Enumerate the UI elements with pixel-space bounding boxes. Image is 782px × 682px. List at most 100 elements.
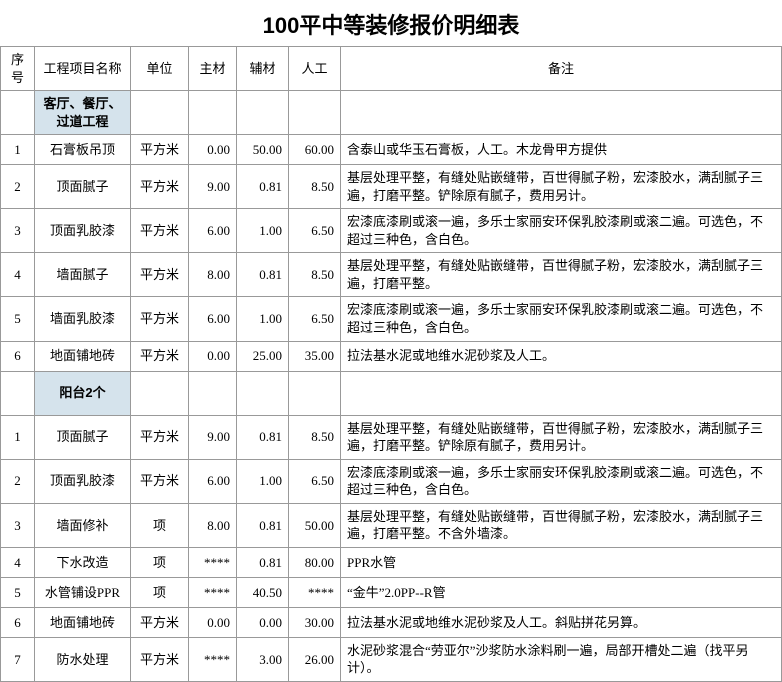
- cell-unit: 平方米: [131, 209, 189, 253]
- page-title: 100平中等装修报价明细表: [0, 0, 782, 46]
- section-blank: [289, 371, 341, 415]
- cell-seq: 7: [1, 637, 35, 681]
- cell-aux: 25.00: [237, 341, 289, 371]
- cell-labor: 35.00: [289, 341, 341, 371]
- cell-name: 石膏板吊顶: [35, 135, 131, 165]
- cell-unit: 项: [131, 577, 189, 607]
- cell-main: ****: [189, 577, 237, 607]
- cell-main: 0.00: [189, 341, 237, 371]
- cell-name: 防水处理: [35, 637, 131, 681]
- section-blank: [131, 371, 189, 415]
- cell-unit: 平方米: [131, 253, 189, 297]
- cell-note: 基层处理平整，有缝处贴嵌缝带，百世得腻子粉，宏漆胶水，满刮腻子三遍，打磨平整。铲…: [341, 415, 782, 459]
- cell-labor: 8.50: [289, 253, 341, 297]
- table-row: 6地面铺地砖平方米0.000.0030.00拉法基水泥或地维水泥砂浆及人工。斜贴…: [1, 607, 782, 637]
- cell-note: PPR水管: [341, 547, 782, 577]
- table-row: 5墙面乳胶漆平方米6.001.006.50宏漆底漆刷或滚一遍，多乐士家丽安环保乳…: [1, 297, 782, 341]
- table-row: 1顶面腻子平方米9.000.818.50基层处理平整，有缝处贴嵌缝带，百世得腻子…: [1, 415, 782, 459]
- cell-note: 水泥砂浆混合“劳亚尔”沙浆防水涂料刷一遍，局部开槽处二遍（找平另计）。: [341, 637, 782, 681]
- cell-note: “金牛”2.0PP--R管: [341, 577, 782, 607]
- table-row: 2顶面腻子平方米9.000.818.50基层处理平整，有缝处贴嵌缝带，百世得腻子…: [1, 165, 782, 209]
- cell-main: 0.00: [189, 607, 237, 637]
- table-row: 2顶面乳胶漆平方米6.001.006.50宏漆底漆刷或滚一遍，多乐士家丽安环保乳…: [1, 459, 782, 503]
- cell-labor: 8.50: [289, 165, 341, 209]
- table-row: 4墙面腻子平方米8.000.818.50基层处理平整，有缝处贴嵌缝带，百世得腻子…: [1, 253, 782, 297]
- cell-seq: 2: [1, 459, 35, 503]
- cell-labor: 26.00: [289, 637, 341, 681]
- cell-aux: 0.81: [237, 415, 289, 459]
- section-seq-blank: [1, 91, 35, 135]
- cell-note: 宏漆底漆刷或滚一遍，多乐士家丽安环保乳胶漆刷或滚二遍。可选色，不超过三种色，含白…: [341, 459, 782, 503]
- cell-aux: 1.00: [237, 459, 289, 503]
- cell-seq: 6: [1, 607, 35, 637]
- cell-name: 水管铺设PPR: [35, 577, 131, 607]
- cell-note: 宏漆底漆刷或滚一遍，多乐士家丽安环保乳胶漆刷或滚二遍。可选色，不超过三种色，含白…: [341, 297, 782, 341]
- section-label: 阳台2个: [35, 371, 131, 415]
- cell-seq: 4: [1, 547, 35, 577]
- cell-aux: 1.00: [237, 297, 289, 341]
- cell-aux: 0.81: [237, 503, 289, 547]
- section-blank: [131, 91, 189, 135]
- cell-labor: 6.50: [289, 209, 341, 253]
- col-seq: 序号: [1, 47, 35, 91]
- table-row: 5水管铺设PPR项****40.50****“金牛”2.0PP--R管: [1, 577, 782, 607]
- cell-note: 基层处理平整，有缝处贴嵌缝带，百世得腻子粉，宏漆胶水，满刮腻子三遍，打磨平整。: [341, 253, 782, 297]
- section-header-row: 客厅、餐厅、过道工程: [1, 91, 782, 135]
- cell-aux: 0.00: [237, 607, 289, 637]
- cell-labor: 60.00: [289, 135, 341, 165]
- cell-unit: 平方米: [131, 459, 189, 503]
- cell-name: 地面铺地砖: [35, 607, 131, 637]
- section-header-row: 阳台2个: [1, 371, 782, 415]
- cell-unit: 平方米: [131, 637, 189, 681]
- cell-aux: 3.00: [237, 637, 289, 681]
- cell-seq: 5: [1, 297, 35, 341]
- cell-main: 0.00: [189, 135, 237, 165]
- cell-unit: 平方米: [131, 341, 189, 371]
- section-blank: [341, 371, 782, 415]
- cell-name: 墙面腻子: [35, 253, 131, 297]
- table-row: 1石膏板吊顶平方米0.0050.0060.00含泰山或华玉石膏板，人工。木龙骨甲…: [1, 135, 782, 165]
- cell-name: 顶面腻子: [35, 415, 131, 459]
- cell-seq: 2: [1, 165, 35, 209]
- cell-note: 拉法基水泥或地维水泥砂浆及人工。: [341, 341, 782, 371]
- cell-unit: 平方米: [131, 135, 189, 165]
- cell-seq: 4: [1, 253, 35, 297]
- cell-labor: 6.50: [289, 459, 341, 503]
- cell-aux: 0.81: [237, 547, 289, 577]
- table-row: 3墙面修补项8.000.8150.00基层处理平整，有缝处贴嵌缝带，百世得腻子粉…: [1, 503, 782, 547]
- cell-main: ****: [189, 637, 237, 681]
- cell-unit: 平方米: [131, 165, 189, 209]
- cell-aux: 0.81: [237, 253, 289, 297]
- section-blank: [289, 91, 341, 135]
- cell-aux: 0.81: [237, 165, 289, 209]
- cell-main: 6.00: [189, 297, 237, 341]
- cell-note: 基层处理平整，有缝处贴嵌缝带，百世得腻子粉，宏漆胶水，满刮腻子三遍，打磨平整。铲…: [341, 165, 782, 209]
- section-blank: [237, 91, 289, 135]
- cell-note: 基层处理平整，有缝处贴嵌缝带，百世得腻子粉，宏漆胶水，满刮腻子三遍，打磨平整。不…: [341, 503, 782, 547]
- cell-aux: 50.00: [237, 135, 289, 165]
- cell-seq: 1: [1, 415, 35, 459]
- cell-aux: 1.00: [237, 209, 289, 253]
- section-blank: [189, 371, 237, 415]
- cell-unit: 项: [131, 547, 189, 577]
- table-row: 6地面铺地砖平方米0.0025.0035.00拉法基水泥或地维水泥砂浆及人工。: [1, 341, 782, 371]
- section-blank: [341, 91, 782, 135]
- section-blank: [189, 91, 237, 135]
- cell-labor: ****: [289, 577, 341, 607]
- section-seq-blank: [1, 371, 35, 415]
- table-row: 7防水处理平方米****3.0026.00水泥砂浆混合“劳亚尔”沙浆防水涂料刷一…: [1, 637, 782, 681]
- header-row: 序号 工程项目名称 单位 主材 辅材 人工 备注: [1, 47, 782, 91]
- cell-name: 顶面乳胶漆: [35, 459, 131, 503]
- cell-unit: 平方米: [131, 297, 189, 341]
- cell-seq: 6: [1, 341, 35, 371]
- col-unit: 单位: [131, 47, 189, 91]
- section-blank: [237, 371, 289, 415]
- table-row: 3顶面乳胶漆平方米6.001.006.50宏漆底漆刷或滚一遍，多乐士家丽安环保乳…: [1, 209, 782, 253]
- quote-table: 序号 工程项目名称 单位 主材 辅材 人工 备注 客厅、餐厅、过道工程 1 石膏板吊…: [0, 46, 782, 682]
- cell-labor: 30.00: [289, 607, 341, 637]
- cell-main: 8.00: [189, 253, 237, 297]
- cell-labor: 50.00: [289, 503, 341, 547]
- cell-name: 下水改造: [35, 547, 131, 577]
- col-note: 备注: [341, 47, 782, 91]
- cell-note: 拉法基水泥或地维水泥砂浆及人工。斜贴拼花另算。: [341, 607, 782, 637]
